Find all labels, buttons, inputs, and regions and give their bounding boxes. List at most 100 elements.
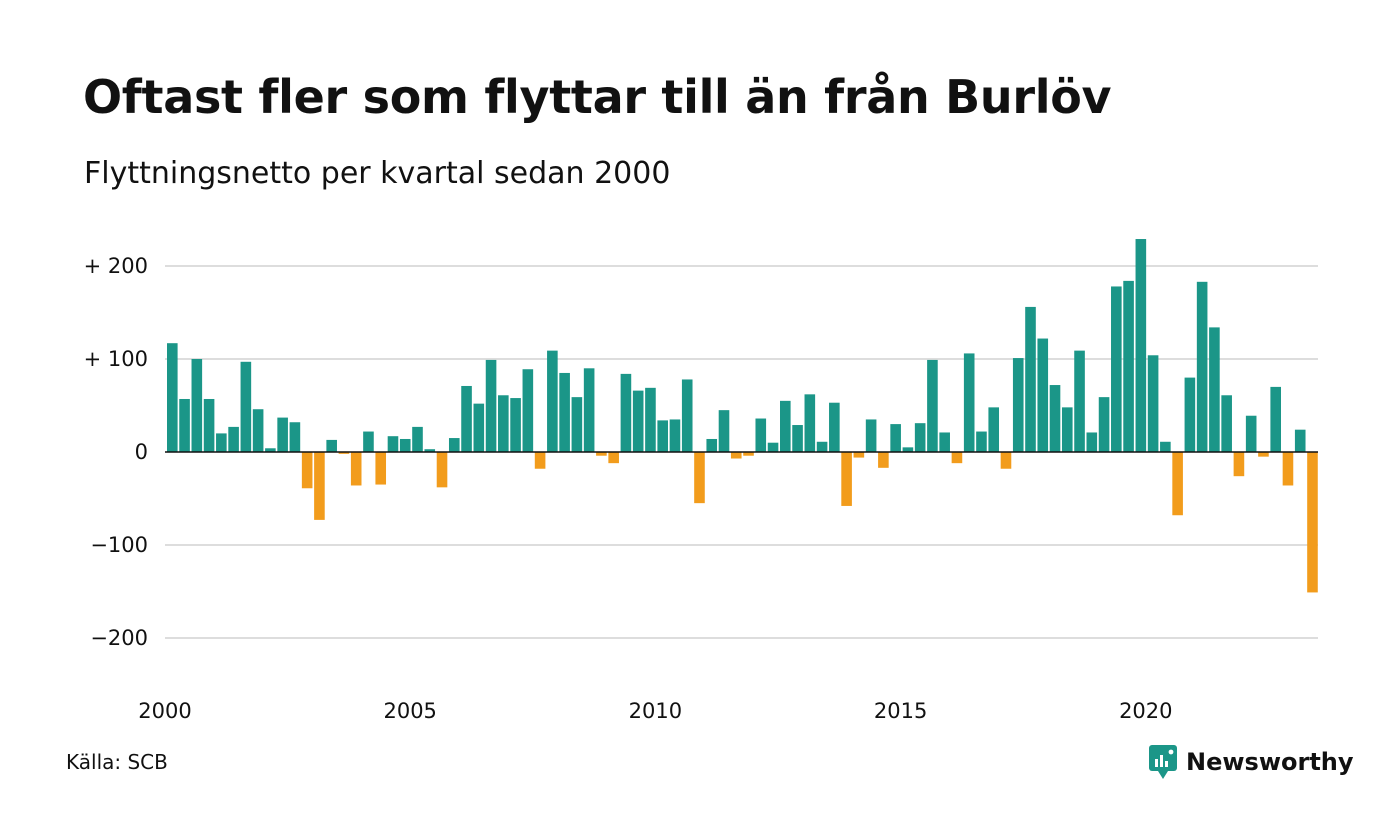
bar [1123, 280, 1134, 452]
bar [1294, 429, 1306, 452]
bar [927, 359, 938, 452]
bar [277, 417, 288, 452]
bar [547, 350, 558, 452]
bar [1061, 407, 1073, 452]
bar [375, 452, 387, 485]
bar [252, 409, 264, 452]
bar [1307, 452, 1318, 593]
x-tick-label: 2010 [629, 699, 682, 723]
bar [853, 452, 865, 458]
bar [902, 447, 914, 452]
bar [914, 423, 926, 452]
bar [755, 418, 767, 452]
bar [669, 419, 681, 452]
bar [412, 426, 423, 452]
bar [289, 422, 301, 452]
bar [1221, 395, 1232, 452]
axes: + 200 + 100 0 −100 −200 2000 2005 2010 2015 2020 [84, 254, 1318, 723]
bar [1258, 452, 1269, 457]
bar [301, 452, 313, 489]
bar [1196, 281, 1208, 452]
bar [228, 426, 239, 452]
bar [387, 436, 399, 452]
x-tick-label: 2015 [874, 699, 927, 723]
bar [816, 441, 828, 452]
bar [780, 400, 791, 452]
bar [681, 379, 693, 452]
bar [216, 433, 227, 452]
y-tick-label: + 100 [84, 347, 148, 371]
bar [1135, 239, 1147, 452]
bar [878, 452, 889, 468]
bar [1000, 452, 1012, 469]
x-tick-label: 2005 [383, 699, 436, 723]
bar [1184, 377, 1196, 452]
bar [1147, 355, 1159, 452]
bar [1037, 338, 1049, 452]
bar [534, 452, 546, 469]
bar [632, 390, 644, 452]
bar [1086, 432, 1098, 452]
bar [608, 452, 619, 464]
bar [730, 452, 742, 459]
bar [657, 420, 668, 452]
bar [583, 368, 595, 452]
bar [1049, 385, 1061, 452]
bar [363, 431, 374, 452]
bar [485, 359, 497, 452]
bar [976, 431, 987, 452]
bar [706, 438, 718, 452]
bar [1160, 441, 1171, 452]
bar [265, 448, 276, 452]
bar [865, 419, 877, 452]
bar [1209, 327, 1220, 452]
y-tick-label: −100 [90, 533, 148, 557]
bar [1012, 358, 1024, 452]
bar [559, 372, 570, 452]
x-tick-label: 2000 [138, 699, 191, 723]
bar [1172, 452, 1183, 516]
bar [326, 439, 337, 452]
bar [743, 452, 754, 456]
y-tick-label: −200 [90, 626, 148, 650]
bar [448, 438, 460, 452]
brand-logo: Newsworthy [1148, 744, 1354, 780]
y-tick-label: + 200 [84, 254, 148, 278]
bar [620, 373, 632, 452]
bar [461, 385, 472, 452]
bar [424, 449, 436, 452]
bar [179, 398, 190, 452]
bar [1025, 306, 1036, 452]
bar [951, 452, 963, 464]
bar [890, 424, 901, 452]
bar [191, 359, 203, 452]
bar [939, 432, 950, 452]
bar [522, 369, 534, 452]
bar [718, 410, 730, 452]
bar [645, 387, 656, 452]
bar [1074, 350, 1085, 452]
bar [596, 452, 607, 456]
x-tick-label: 2020 [1119, 699, 1172, 723]
bars [167, 239, 1318, 593]
bar [498, 395, 509, 452]
bar [571, 397, 583, 452]
bar [1270, 386, 1281, 452]
brand-name: Newsworthy [1186, 748, 1354, 776]
bar [350, 452, 362, 486]
bar [963, 353, 975, 452]
bar [767, 442, 779, 452]
bar [1282, 452, 1294, 486]
bar [473, 403, 485, 452]
bar [841, 452, 852, 506]
bar [792, 425, 803, 452]
bar [988, 407, 1000, 452]
bar [1098, 397, 1110, 452]
chart-title: Oftast fler som flyttar till än från Bur… [83, 70, 1112, 124]
source-note: Källa: SCB [66, 750, 168, 774]
bar [804, 394, 816, 452]
bar [1245, 415, 1257, 452]
bar [510, 398, 521, 452]
bar [436, 452, 448, 488]
